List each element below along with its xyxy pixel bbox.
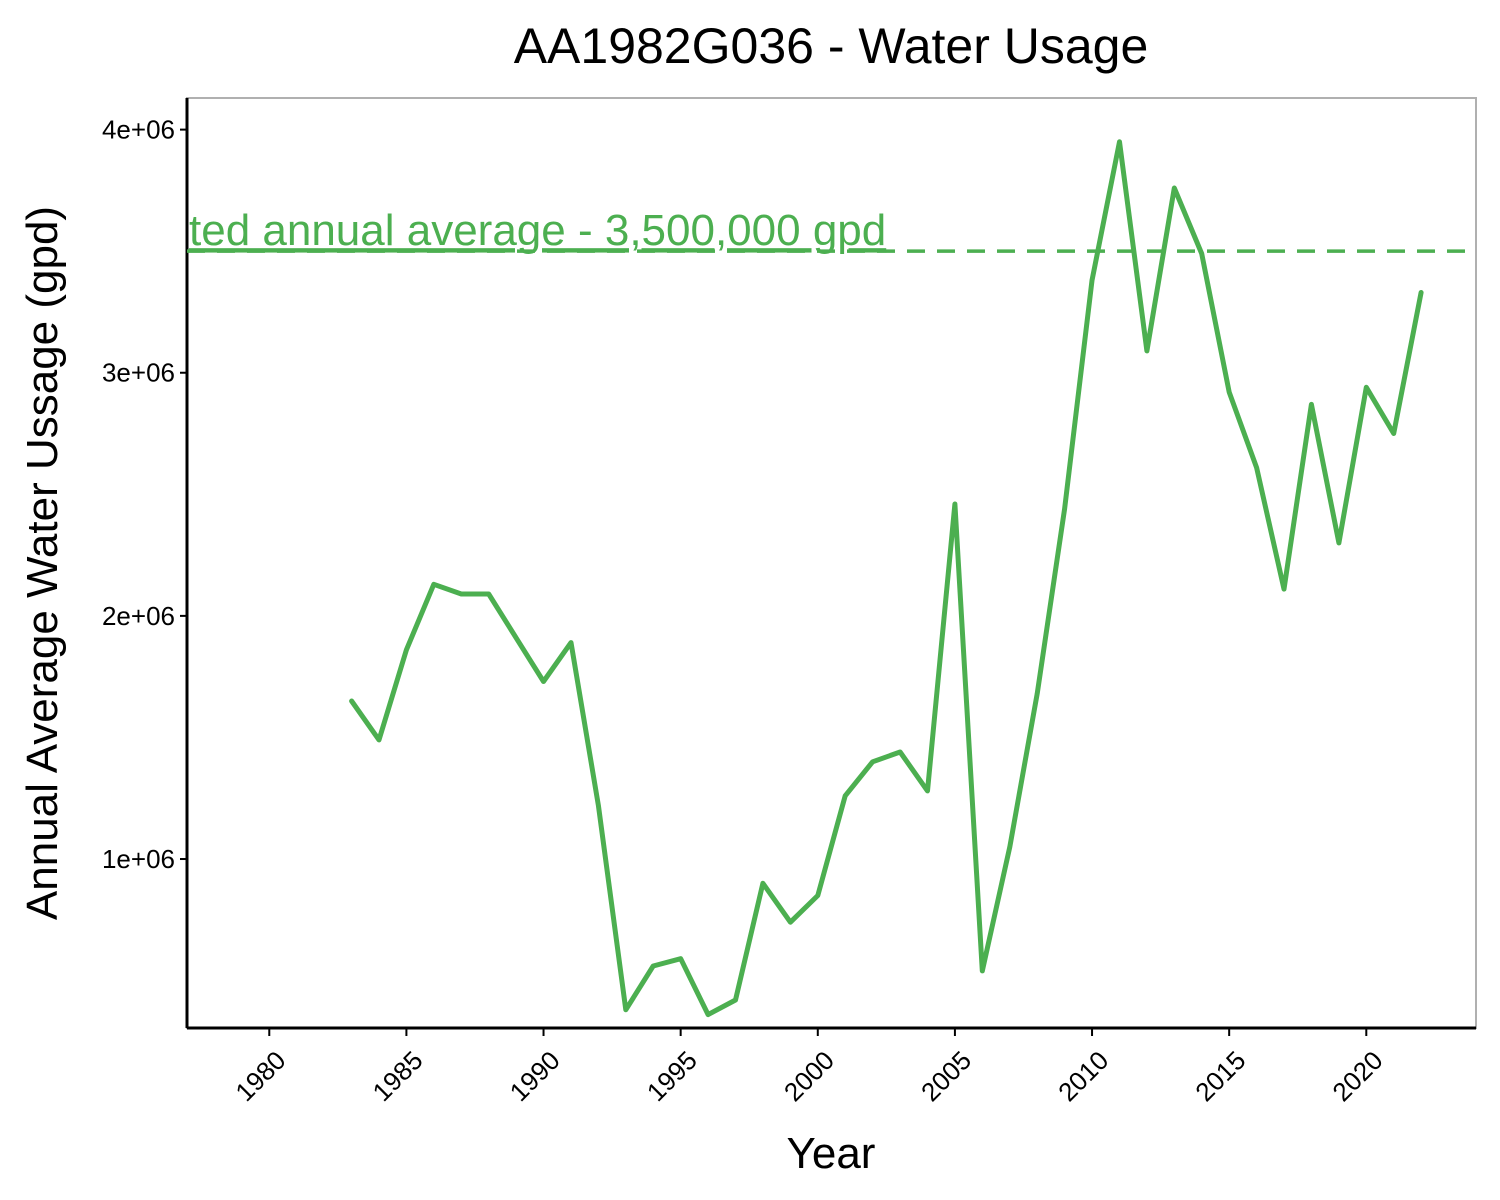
reference-line-label: ted annual average - 3,500,000 gpd — [189, 206, 886, 255]
x-tick-label: 2005 — [915, 1045, 977, 1107]
x-tick-label: 1990 — [504, 1045, 566, 1107]
chart-title: AA1982G036 - Water Usage — [514, 18, 1149, 74]
x-tick-label: 2015 — [1189, 1045, 1251, 1107]
plot-area: ted annual average - 3,500,000 gpd — [187, 139, 1476, 1018]
x-tick-label: 2020 — [1326, 1045, 1388, 1107]
x-tick-label: 1985 — [367, 1045, 429, 1107]
x-tick-label: 2000 — [778, 1045, 840, 1107]
x-tick-label: 2010 — [1052, 1045, 1114, 1107]
x-tick-label: 1995 — [641, 1045, 703, 1107]
y-tick-label: 3e+06 — [102, 358, 175, 388]
x-tick-label: 1980 — [229, 1045, 291, 1107]
y-tick-label: 1e+06 — [102, 844, 175, 874]
x-axis-title: Year — [787, 1129, 876, 1178]
y-axis-ticks: 1e+06 2e+06 3e+06 4e+06 — [102, 115, 187, 874]
x-axis-ticks: 1980 1985 1990 1995 2000 2005 2010 2015 2020 — [229, 1028, 1389, 1107]
y-tick-label: 2e+06 — [102, 601, 175, 631]
series-line — [349, 139, 1424, 1018]
y-tick-label: 4e+06 — [102, 115, 175, 145]
y-axis-title: Annual Average Water Ussage (gpd) — [18, 206, 67, 920]
